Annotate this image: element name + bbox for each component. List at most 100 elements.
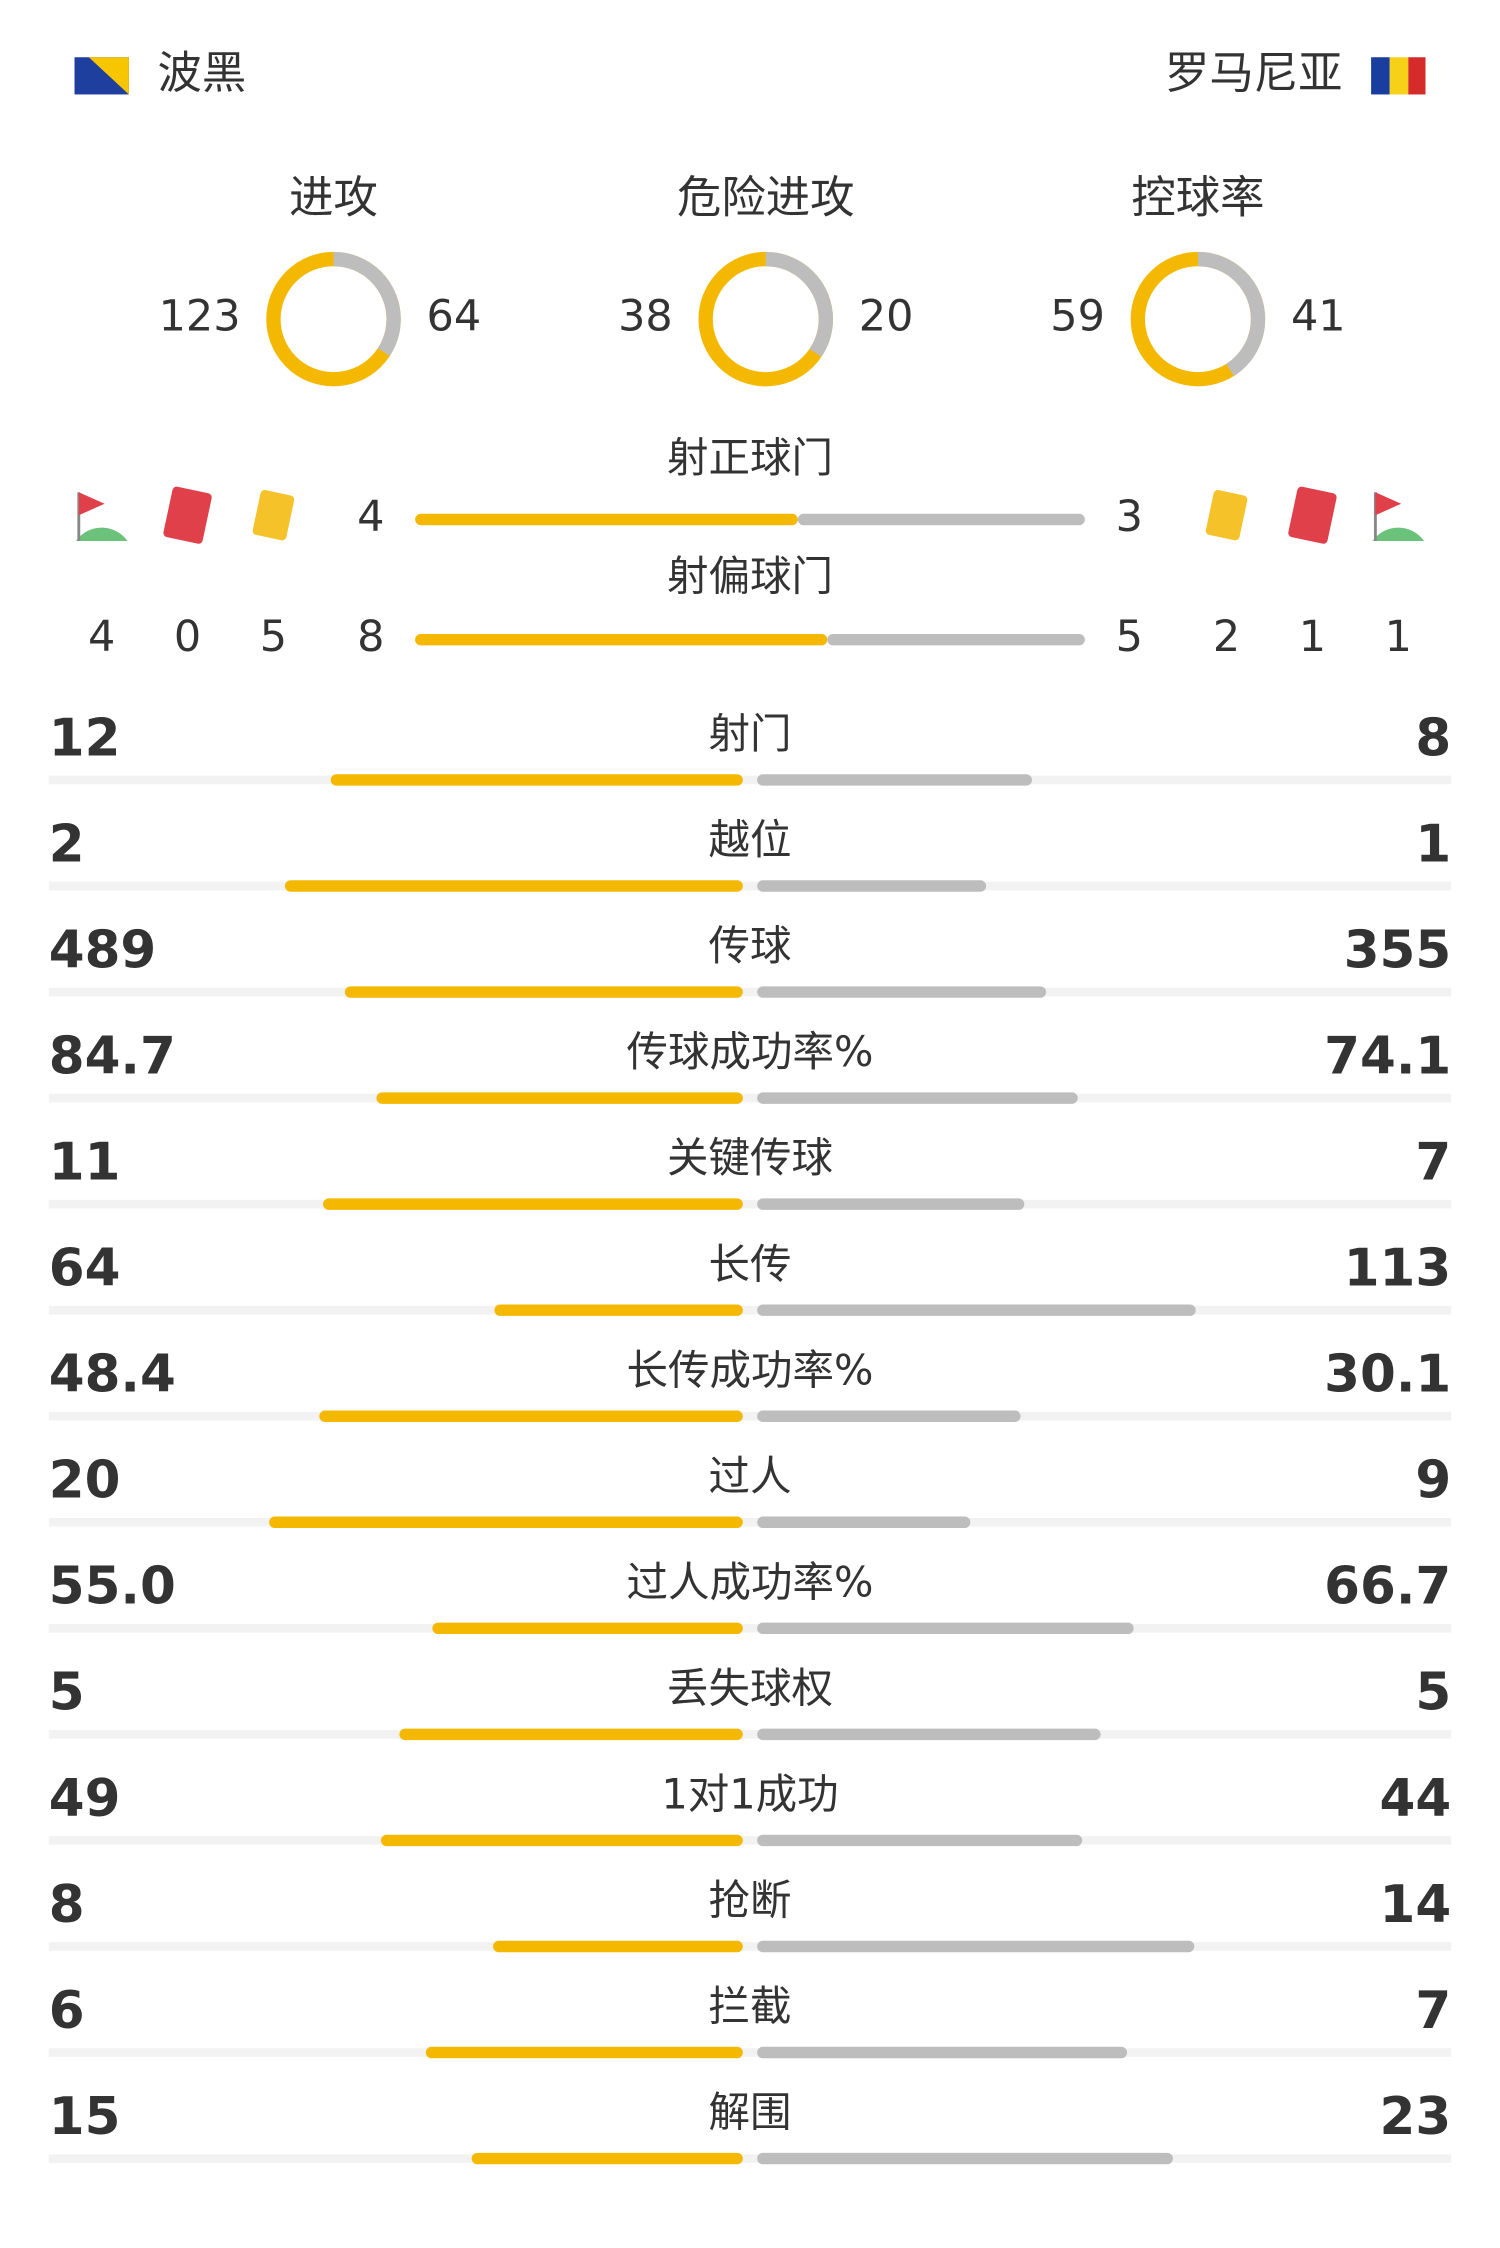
donut-title: 控球率 — [1131, 172, 1264, 223]
card-count: 5 — [260, 612, 287, 662]
home-value: 489 — [49, 920, 157, 980]
home-bar — [380, 1834, 743, 1847]
away-value: 5 — [1116, 612, 1143, 662]
away-flag — [1371, 57, 1426, 95]
home-bar — [415, 513, 798, 526]
track — [48, 1517, 1452, 1527]
track — [48, 1411, 1452, 1421]
home-value: 6 — [49, 1981, 85, 2041]
track — [48, 1730, 1452, 1739]
track — [48, 1942, 1452, 1951]
stat-label: 传球成功率% — [627, 1027, 874, 1076]
away-arc — [266, 251, 401, 387]
donut-title: 进攻 — [289, 172, 378, 223]
home-value: 12 — [49, 708, 121, 768]
away-bar — [757, 1092, 1078, 1104]
away-value: 23 — [1380, 2087, 1452, 2147]
away-arc — [1130, 251, 1266, 387]
stat-label: 解围 — [708, 2088, 791, 2137]
card-count: 1 — [1385, 612, 1412, 662]
track — [48, 881, 1452, 891]
away-value: 3 — [1116, 492, 1143, 542]
home-value: 48.4 — [49, 1345, 176, 1405]
away-bar — [757, 1410, 1021, 1422]
donut-title: 危险进攻 — [677, 172, 854, 223]
away-bar — [757, 2152, 1173, 2165]
away-bar — [757, 986, 1047, 998]
away-bar — [757, 1940, 1195, 1953]
away-bar — [757, 1834, 1083, 1847]
home-value: 2 — [49, 814, 85, 874]
away-bar — [757, 1198, 1025, 1210]
home-bar — [319, 1410, 743, 1422]
away-value: 9 — [1415, 1451, 1451, 1511]
stat-label: 1对1成功 — [661, 1769, 838, 1818]
away-value: 66.7 — [1324, 1557, 1451, 1617]
home-bar — [432, 1622, 743, 1635]
card-count: 0 — [174, 612, 201, 662]
home-value: 64 — [49, 1239, 121, 1299]
home-bar — [493, 1940, 743, 1953]
away-bar — [757, 880, 987, 892]
home-value: 4 — [357, 492, 384, 542]
track — [48, 987, 1452, 997]
stat-label: 射门 — [708, 709, 791, 758]
away-value: 5 — [1415, 1663, 1451, 1723]
away-value: 20 — [859, 292, 914, 342]
home-value: 38 — [618, 292, 673, 342]
away-bar — [797, 513, 1085, 526]
stat-label: 丢失球权 — [667, 1663, 833, 1712]
home-value: 8 — [49, 1875, 85, 1935]
home-icons — [75, 486, 295, 544]
stat-label: 传球 — [708, 921, 791, 970]
home-bar — [284, 880, 743, 892]
home-bar — [323, 1198, 743, 1210]
home-value: 84.7 — [49, 1026, 176, 1086]
away-value: 8 — [1415, 708, 1451, 768]
stat-label: 过人 — [708, 1451, 791, 1500]
home-bar — [344, 986, 743, 998]
shot-title: 射偏球门 — [667, 552, 833, 601]
home-bar — [415, 633, 828, 646]
home-value: 59 — [1050, 292, 1105, 342]
away-value: 1 — [1415, 814, 1451, 874]
track — [48, 1093, 1452, 1103]
track — [48, 1624, 1452, 1633]
stat-label: 抢断 — [708, 1876, 791, 1925]
home-value: 5 — [49, 1663, 85, 1723]
away-value: 113 — [1344, 1239, 1452, 1299]
away-bar — [757, 1304, 1196, 1316]
home-bar — [399, 1728, 743, 1741]
card-count: 1 — [1299, 612, 1326, 662]
away-value: 30.1 — [1324, 1345, 1451, 1405]
stat-label: 拦截 — [708, 1982, 791, 2031]
shot-title: 射正球门 — [667, 433, 833, 482]
stat-label: 关键传球 — [667, 1133, 833, 1182]
home-team: 波黑 — [158, 48, 247, 99]
away-value: 44 — [1380, 1769, 1452, 1829]
away-bar — [757, 2046, 1128, 2059]
track — [48, 2154, 1452, 2163]
home-value: 55.0 — [49, 1557, 176, 1617]
stat-label: 过人成功率% — [627, 1557, 874, 1606]
home-bar — [330, 774, 743, 786]
card-count: 2 — [1213, 612, 1240, 662]
home-bar — [494, 1304, 743, 1316]
home-bar — [425, 2046, 743, 2059]
away-arc — [698, 251, 834, 387]
away-value: 7 — [1415, 1133, 1451, 1193]
away-value: 64 — [427, 292, 482, 342]
stat-label: 越位 — [708, 815, 791, 864]
home-bar — [376, 1092, 743, 1104]
away-value: 355 — [1344, 920, 1452, 980]
track — [48, 2048, 1452, 2057]
home-bar — [269, 1516, 743, 1529]
away-bar — [757, 1622, 1134, 1635]
home-value: 20 — [49, 1451, 121, 1511]
home-value: 123 — [159, 292, 241, 342]
away-bar — [757, 1728, 1101, 1741]
track — [48, 1199, 1452, 1209]
stat-label: 长传 — [708, 1239, 791, 1288]
home-value: 8 — [357, 612, 384, 662]
home-value: 11 — [49, 1133, 121, 1193]
